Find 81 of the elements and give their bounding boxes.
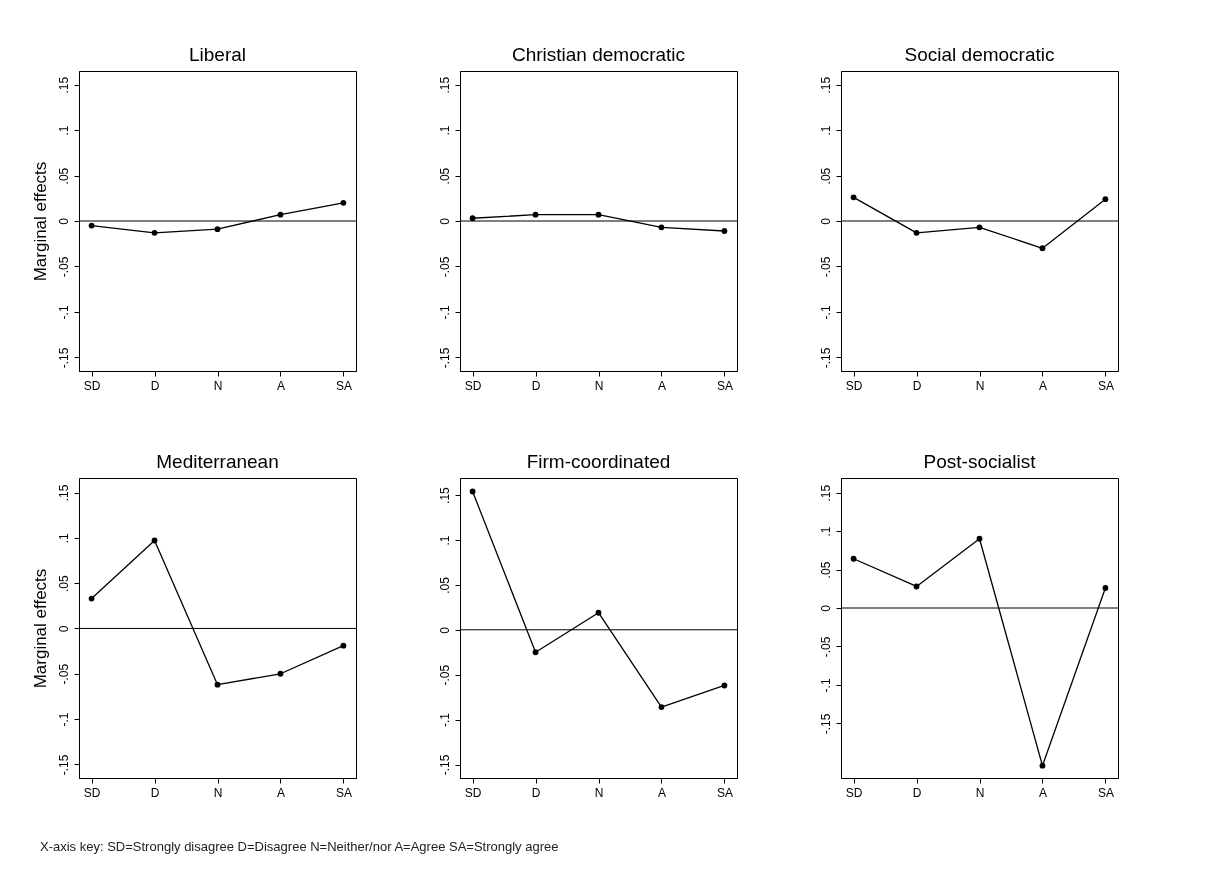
y-tick-label: -.05 <box>437 256 452 278</box>
x-tick-label: D <box>150 378 160 393</box>
x-tick-label: A <box>1038 378 1047 393</box>
y-tick-label: -.05 <box>56 256 71 278</box>
y-tick-label: .15 <box>818 76 833 94</box>
y-tick-label: -.1 <box>437 712 452 728</box>
x-tick-label: N <box>975 378 985 393</box>
y-tick-label: 0 <box>818 217 833 225</box>
x-tick-label: SA <box>1097 378 1114 393</box>
y-tick-label: 0 <box>437 217 452 225</box>
y-tick-label: -.1 <box>818 305 833 320</box>
x-tick-label: SA <box>335 785 352 800</box>
y-tick-label: .05 <box>818 167 833 185</box>
x-tick-label: SD <box>83 378 101 393</box>
y-tick-label: .15 <box>818 484 833 502</box>
y-tick-label: .1 <box>818 125 833 136</box>
chart-title: Firm-coordinated <box>526 451 671 472</box>
y-tick-label: -.15 <box>818 713 833 735</box>
x-tick-label: A <box>657 378 666 393</box>
y-tick-label: .15 <box>56 484 71 502</box>
x-tick-label: SD <box>845 378 863 393</box>
x-tick-label: A <box>276 378 285 393</box>
x-tick-label: A <box>1038 785 1047 800</box>
y-tick-label: 0 <box>818 604 833 612</box>
y-tick-label: 0 <box>437 626 452 634</box>
y-tick-label: -.05 <box>818 256 833 278</box>
x-tick-label: SD <box>83 785 101 800</box>
y-tick-label: .1 <box>56 532 71 544</box>
x-tick-label: SA <box>335 378 352 393</box>
x-tick-label: SA <box>716 785 733 800</box>
y-tick-label: -.05 <box>437 664 452 686</box>
y-tick-label: -.15 <box>56 754 71 776</box>
y-tick-label: .1 <box>818 526 833 537</box>
y-tick-label: -.1 <box>437 305 452 320</box>
y-axis-title: Marginal effects <box>30 568 50 689</box>
x-tick-label: D <box>150 785 160 800</box>
y-tick-label: -.15 <box>437 347 452 369</box>
x-tick-label: SA <box>1097 785 1114 800</box>
y-tick-label: -.1 <box>56 712 71 727</box>
x-tick-label: D <box>531 785 541 800</box>
y-tick-label: .1 <box>437 125 452 136</box>
y-tick-label: -.15 <box>437 754 452 776</box>
x-tick-label: A <box>276 785 285 800</box>
y-axis-title: Marginal effects <box>30 161 50 282</box>
x-tick-label: N <box>594 378 604 393</box>
x-tick-label: N <box>975 785 985 800</box>
x-tick-label: D <box>531 378 541 393</box>
y-tick-label: -.1 <box>56 305 71 320</box>
y-tick-label: .05 <box>437 167 452 185</box>
y-tick-label: .1 <box>56 125 71 136</box>
x-tick-label: N <box>594 785 604 800</box>
x-tick-label: N <box>213 785 223 800</box>
y-tick-label: -.1 <box>818 678 833 693</box>
y-tick-label: .15 <box>437 76 452 94</box>
x-tick-label: SD <box>845 785 863 800</box>
y-tick-label: -.05 <box>56 663 71 685</box>
y-tick-label: -.05 <box>818 636 833 658</box>
x-tick-label: D <box>912 378 922 393</box>
chart-title: Christian democratic <box>511 44 686 65</box>
y-tick-label: .1 <box>437 535 452 546</box>
chart-title: Social democratic <box>904 44 1055 65</box>
chart-title: Post-socialist <box>923 451 1037 472</box>
y-tick-label: -.15 <box>56 347 71 369</box>
x-tick-label: SD <box>464 785 482 800</box>
x-tick-label: SA <box>716 378 733 393</box>
y-tick-label: -.15 <box>818 347 833 369</box>
y-tick-label: .05 <box>818 561 833 579</box>
y-tick-label: 0 <box>56 217 71 225</box>
x-tick-label: SD <box>464 378 482 393</box>
x-tick-label: D <box>912 785 922 800</box>
x-tick-label: N <box>213 378 223 393</box>
text: X-axis key: SD=Strongly disagree D=Disagree N=Neither/nor A=Agree SA=Strongly agree <box>40 839 560 854</box>
x-tick-label: A <box>657 785 666 800</box>
chart-title: Liberal <box>188 44 247 65</box>
y-tick-label: .15 <box>437 486 452 504</box>
y-tick-label: .05 <box>56 167 71 185</box>
y-tick-label: .15 <box>56 76 71 94</box>
y-tick-label: 0 <box>56 625 71 633</box>
y-tick-label: .05 <box>56 574 71 592</box>
y-tick-label: .05 <box>437 576 452 594</box>
chart-title: Mediterranean <box>156 451 279 472</box>
